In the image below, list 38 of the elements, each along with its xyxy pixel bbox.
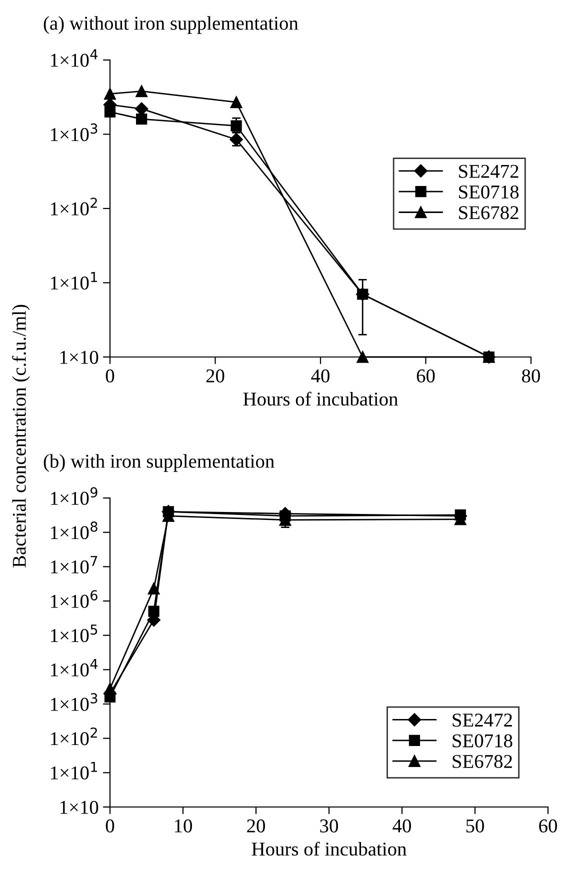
- legend-label: SE0718: [459, 185, 519, 199]
- y-tick-label: 1×10$^{3}$: [51, 693, 98, 711]
- x-tick-label: 60: [416, 369, 435, 382]
- x-tick-label: 60: [539, 819, 557, 832]
- x-tick-label: 50: [466, 819, 484, 832]
- y-tick-label: 1×10$^{5}$: [51, 624, 98, 642]
- x-axis-title: Hours of incubation: [243, 392, 398, 406]
- y-tick-label: 1×10$^{8}$: [51, 522, 98, 540]
- x-tick-label: 40: [392, 819, 411, 832]
- y-tick-label: 1×10$^{7}$: [51, 556, 98, 574]
- chart-title: (a) without iron supplementation: [44, 16, 298, 34]
- y-tick-label: 1×10$^{9}$: [51, 487, 98, 505]
- chart-title: (b) with iron supplementation: [44, 454, 274, 472]
- y-tick-label: 1×10$^{2}$: [51, 728, 97, 746]
- x-tick-label: 40: [311, 369, 330, 382]
- legend-label: SE6782: [459, 206, 518, 220]
- x-tick-label: 0: [106, 369, 114, 382]
- y-axis-title: Bacterial concentration (c.f.u./ml): [12, 304, 30, 568]
- legend-label: SE2472: [452, 714, 512, 727]
- y-tick-label: 1×10$^{2}$: [51, 198, 97, 216]
- y-tick-label: 1×10$^{3}$: [51, 123, 98, 142]
- legend-label: SE2472: [459, 164, 518, 178]
- x-tick-label: 0: [106, 819, 114, 832]
- y-tick-label: 1×10$^{4}$: [51, 49, 98, 67]
- x-tick-label: 20: [206, 369, 224, 382]
- legend-label: SE6782: [452, 754, 512, 768]
- y-tick-label: 1×10$^{4}$: [51, 658, 98, 676]
- x-tick-label: 30: [320, 819, 338, 832]
- y-tick-label: 1×10$^{1}$: [51, 762, 98, 780]
- y-tick-label: 1×10: [60, 800, 98, 814]
- x-tick-label: 10: [174, 819, 192, 832]
- y-tick-label: 1×10: [60, 350, 98, 364]
- y-tick-label: 1×10$^{1}$: [51, 272, 98, 290]
- y-tick-label: 1×10$^{6}$: [51, 590, 98, 608]
- legend-label: SE0718: [452, 734, 512, 748]
- x-tick-label: 80: [522, 369, 540, 382]
- x-tick-label: 20: [247, 819, 265, 832]
- x-axis-title: Hours of incubation: [252, 842, 406, 856]
